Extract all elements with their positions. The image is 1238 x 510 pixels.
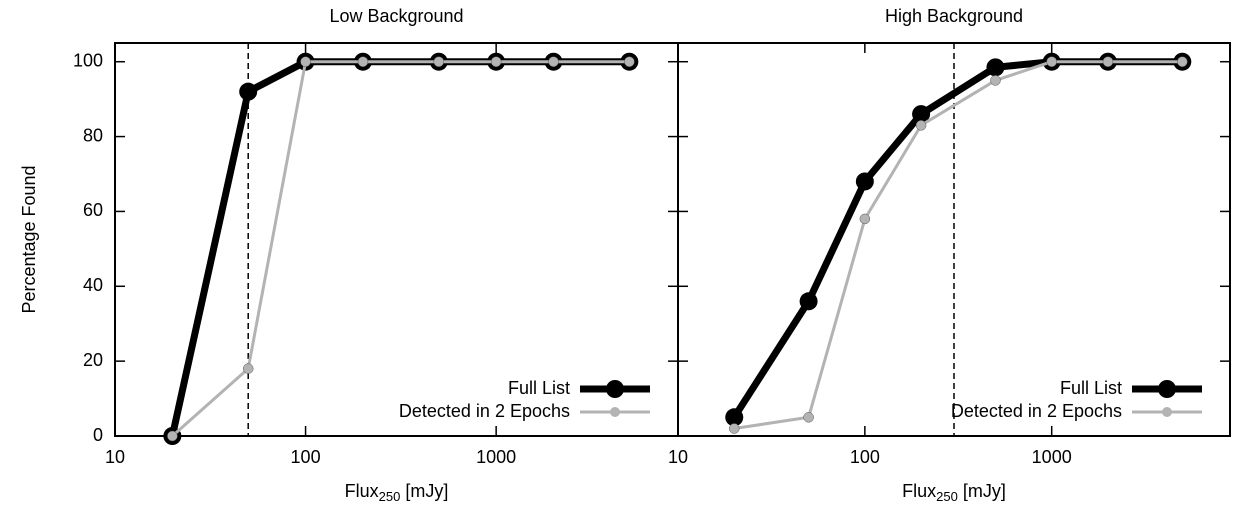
series-marker	[725, 408, 744, 427]
series-marker	[167, 430, 178, 442]
y-axis-label: Percentage Found	[19, 165, 39, 313]
x-tick-label: 1000	[1032, 447, 1072, 467]
series-marker	[1177, 56, 1188, 67]
series-marker	[990, 75, 1001, 86]
chart-title: Low Background	[329, 6, 463, 26]
y-tick-label: 20	[83, 350, 103, 370]
y-tick-label: 60	[83, 200, 103, 220]
series-marker	[242, 363, 254, 374]
series-line	[734, 60, 1183, 430]
x-label-sub: 250	[936, 489, 958, 504]
legend-label: Detected in 2 Epochs	[399, 401, 570, 421]
y-tick-label: 100	[73, 50, 103, 70]
series-marker	[912, 105, 931, 124]
series-marker	[548, 56, 559, 67]
x-tick-label: 10	[668, 447, 688, 467]
series-marker	[915, 120, 927, 131]
x-tick-label: 1000	[476, 447, 516, 467]
legend-marker	[606, 380, 624, 398]
y-tick-label: 40	[83, 275, 103, 295]
y-tick-label: 0	[93, 425, 103, 445]
legend-label: Detected in 2 Epochs	[951, 401, 1122, 421]
legend-marker	[1162, 407, 1172, 417]
x-tick-label: 10	[105, 447, 125, 467]
series-marker	[986, 58, 1005, 77]
series-marker	[239, 82, 258, 101]
series-marker	[1046, 56, 1057, 67]
series-marker	[803, 412, 814, 423]
series-marker	[433, 56, 445, 67]
plot-frame	[114, 42, 679, 437]
series-marker	[855, 172, 874, 191]
series-marker	[859, 213, 871, 225]
legend-label: Full List	[508, 378, 570, 398]
x-axis-label: Flux250 [mJy]	[902, 481, 1006, 505]
series-marker	[300, 56, 311, 67]
legend-marker	[1158, 380, 1176, 398]
x-label-main: Flux	[345, 481, 379, 501]
series-marker	[728, 423, 740, 434]
x-axis-label: Flux250 [mJy]	[345, 481, 449, 505]
x-label-unit: [mJy]	[963, 481, 1006, 501]
series-marker	[624, 56, 635, 67]
series-marker	[357, 56, 369, 67]
series-line	[731, 58, 1183, 420]
series-marker	[799, 292, 818, 311]
x-label-sub: 250	[379, 489, 401, 504]
series-marker	[490, 56, 502, 67]
x-tick-label: 100	[291, 447, 321, 467]
y-tick-label: 80	[83, 125, 103, 145]
legend-label: Full List	[1060, 378, 1122, 398]
x-label-main: Flux	[902, 481, 936, 501]
legend-marker	[610, 407, 620, 417]
x-label-unit: [mJy]	[405, 481, 448, 501]
chart-title: High Background	[885, 6, 1023, 26]
series-marker	[1102, 56, 1114, 67]
series-line	[171, 60, 630, 438]
x-tick-label: 100	[850, 447, 880, 467]
